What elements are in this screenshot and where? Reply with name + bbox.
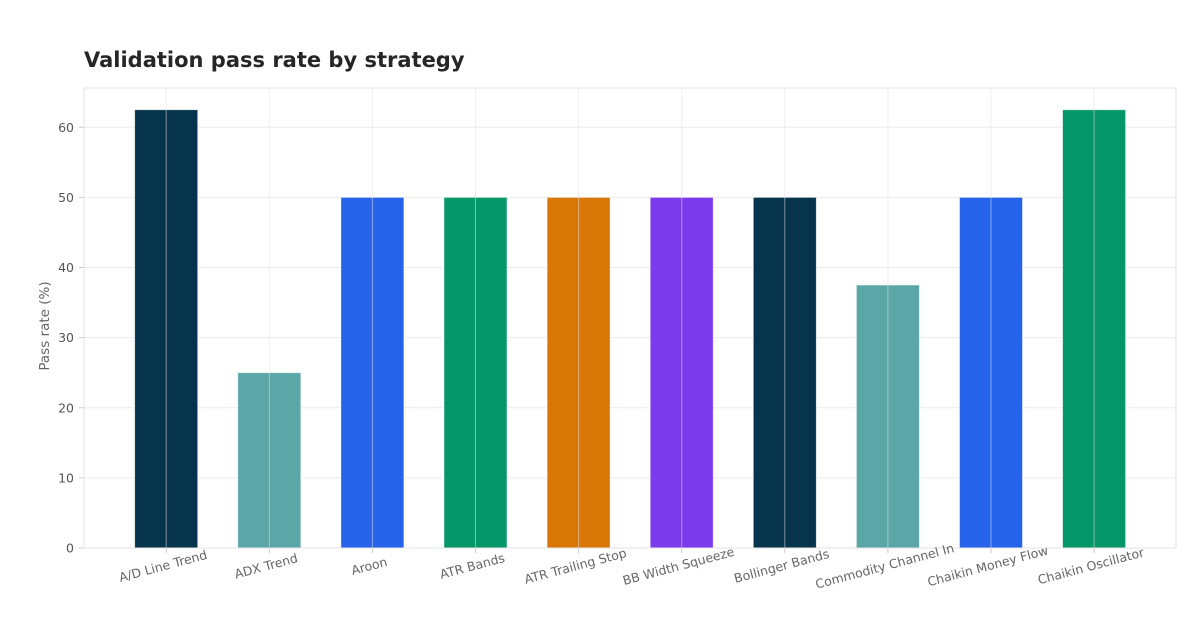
x-tick-label: ATR Bands: [438, 550, 506, 582]
x-tick-label: Aroon: [350, 554, 389, 578]
y-tick-label: 60: [58, 120, 74, 135]
x-tick-label: ATR Trailing Stop: [523, 545, 629, 587]
x-tick-label: A/D Line Trend: [117, 547, 208, 585]
y-tick-label: 50: [58, 190, 74, 205]
y-tick-label: 30: [58, 330, 74, 345]
x-tick-label: BB Width Squeeze: [621, 544, 736, 588]
y-tick-label: 20: [58, 400, 74, 415]
x-tick-label: ADX Trend: [233, 550, 300, 581]
chart-title: Validation pass rate by strategy: [84, 48, 465, 72]
plot-frame: [83, 87, 1177, 549]
y-tick-label: 10: [58, 470, 74, 485]
y-tick-label: 40: [58, 260, 74, 275]
y-axis-label: Pass rate (%): [37, 281, 53, 370]
x-tick-label: Chaikin Oscillator: [1036, 544, 1146, 587]
y-tick-label: 0: [66, 541, 74, 556]
